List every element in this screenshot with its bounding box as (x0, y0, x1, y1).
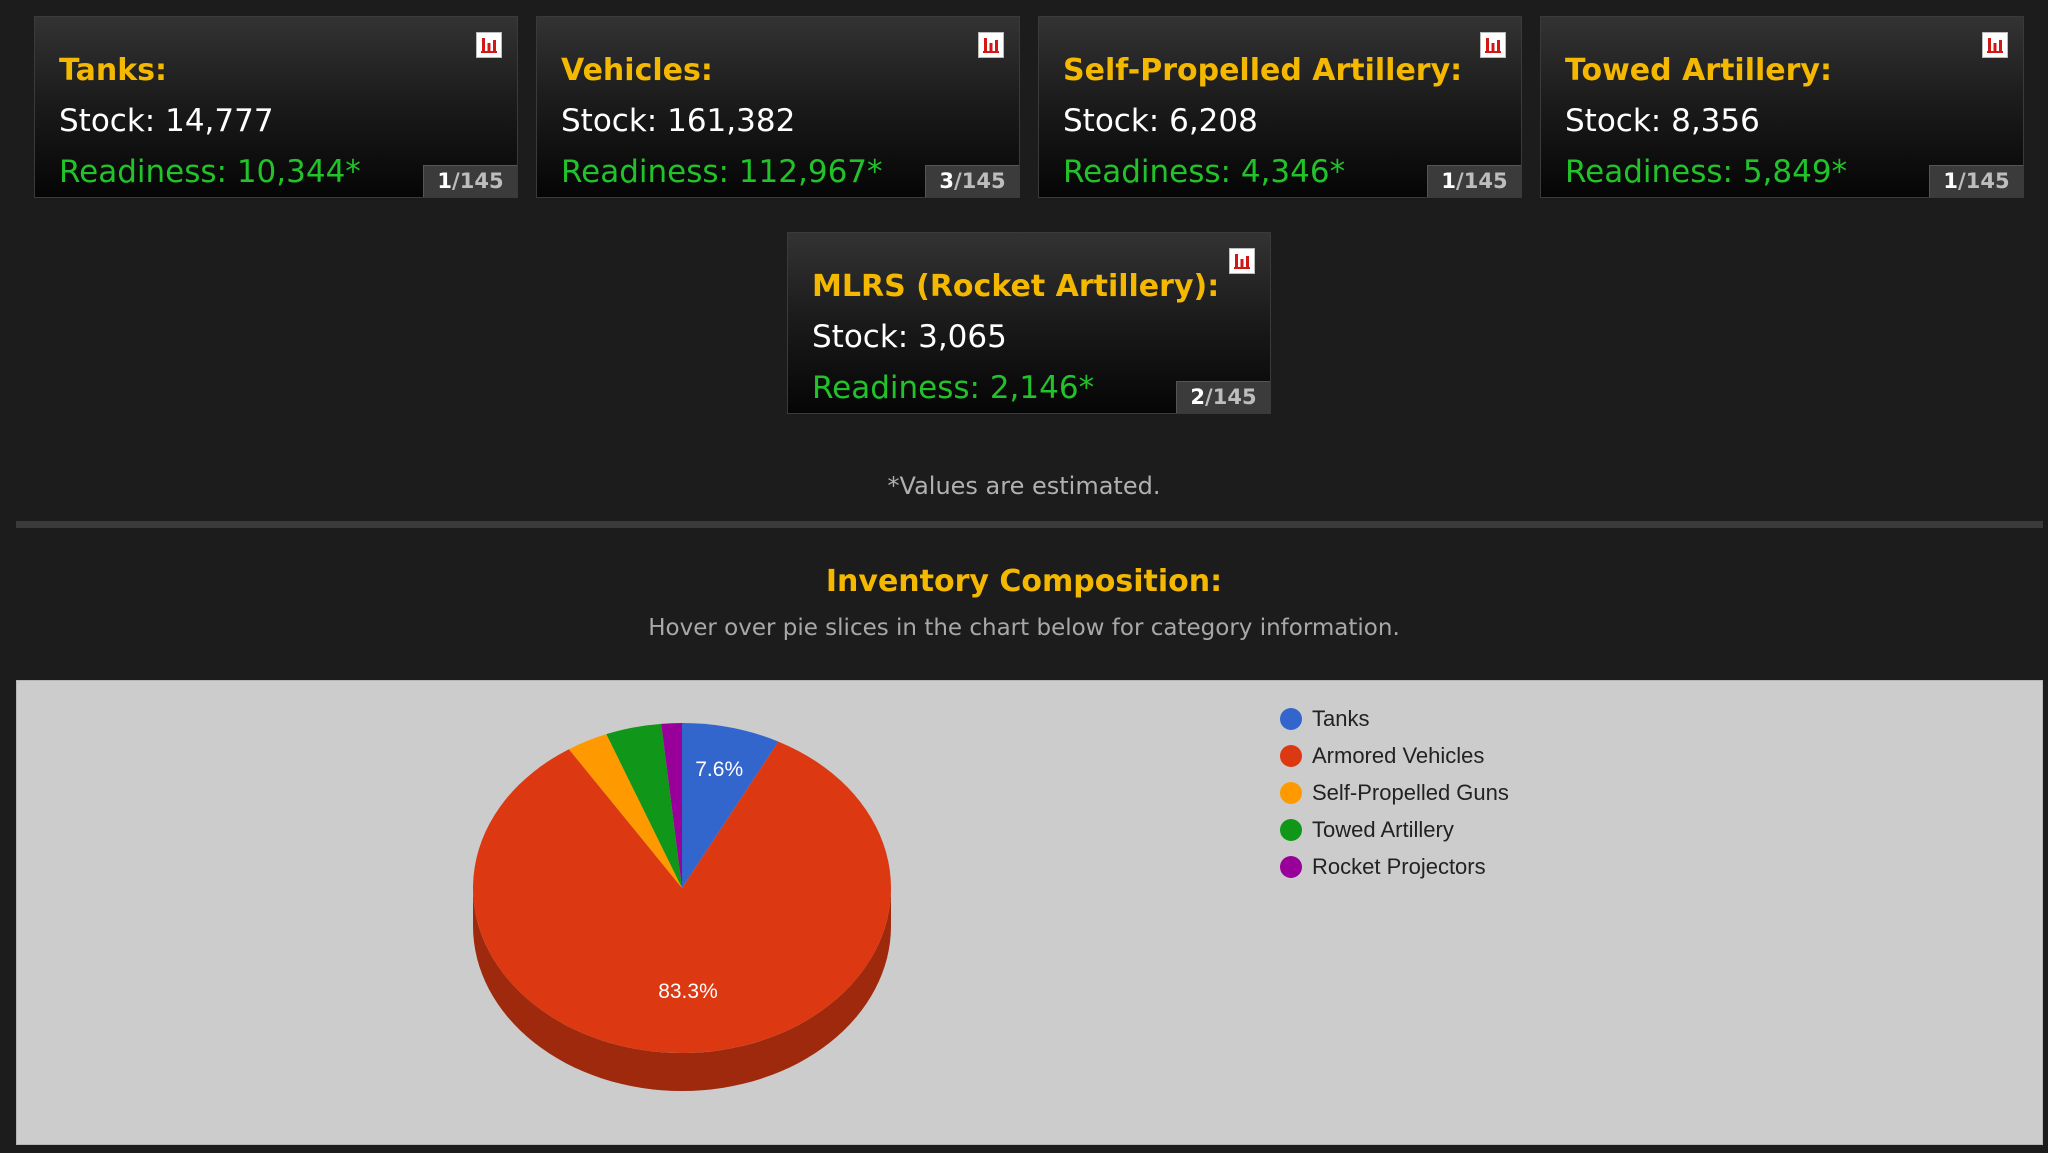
card-stock: Stock: 161,382 (561, 103, 796, 139)
chart-legend: Tanks Armored Vehicles Self-Propelled Gu… (1280, 700, 1509, 885)
legend-dot (1280, 781, 1302, 804)
legend-dot (1280, 818, 1302, 841)
towed-artillery-card: Towed Artillery: Stock: 8,356 Readiness:… (1540, 16, 2024, 198)
legend-item-towed-artillery[interactable]: Towed Artillery (1280, 811, 1509, 848)
legend-item-armored-vehicles[interactable]: Armored Vehicles (1280, 737, 1509, 774)
card-readiness: Readiness: 5,849* (1565, 154, 1848, 190)
section-divider (16, 521, 2043, 528)
legend-label: Tanks (1312, 705, 1370, 731)
rank-badge: 1/145 (423, 165, 517, 197)
rank-badge: 1/145 (1929, 165, 2023, 197)
card-stock: Stock: 3,065 (812, 319, 1007, 355)
card-readiness: Readiness: 112,967* (561, 154, 883, 190)
rank-badge: 1/145 (1427, 165, 1521, 197)
legend-label: Towed Artillery (1312, 816, 1454, 842)
bar-chart-icon[interactable] (1229, 248, 1255, 274)
section-subtitle: Hover over pie slices in the chart below… (648, 615, 1400, 641)
vehicles-card: Vehicles: Stock: 161,382 Readiness: 112,… (536, 16, 1020, 198)
card-title: MLRS (Rocket Artillery): (812, 269, 1220, 304)
self-propelled-artillery-card: Self-Propelled Artillery: Stock: 6,208 R… (1038, 16, 1522, 198)
legend-label: Armored Vehicles (1312, 742, 1485, 768)
card-title: Towed Artillery: (1565, 53, 1832, 88)
bar-chart-icon[interactable] (476, 32, 502, 58)
card-title: Self-Propelled Artillery: (1063, 53, 1463, 88)
legend-dot (1280, 744, 1302, 767)
legend-label: Rocket Projectors (1312, 853, 1486, 879)
legend-dot (1280, 707, 1302, 730)
legend-item-rocket-projectors[interactable]: Rocket Projectors (1280, 848, 1509, 885)
bar-chart-icon[interactable] (978, 32, 1004, 58)
estimate-note: *Values are estimated. (887, 472, 1161, 500)
tanks-card: Tanks: Stock: 14,777 Readiness: 10,344* … (34, 16, 518, 198)
section-title: Inventory Composition: (825, 564, 1223, 599)
mlrs-card: MLRS (Rocket Artillery): Stock: 3,065 Re… (787, 232, 1271, 414)
card-stock: Stock: 14,777 (59, 103, 274, 139)
rank-badge: 3/145 (925, 165, 1019, 197)
card-stock: Stock: 8,356 (1565, 103, 1760, 139)
legend-dot (1280, 855, 1302, 878)
legend-item-self-propelled-guns[interactable]: Self-Propelled Guns (1280, 774, 1509, 811)
card-readiness: Readiness: 2,146* (812, 370, 1095, 406)
bar-chart-icon[interactable] (1982, 32, 2008, 58)
legend-item-tanks[interactable]: Tanks (1280, 700, 1509, 737)
bar-chart-icon[interactable] (1480, 32, 1506, 58)
card-stock: Stock: 6,208 (1063, 103, 1258, 139)
card-title: Tanks: (59, 53, 168, 88)
rank-badge: 2/145 (1176, 381, 1270, 413)
card-readiness: Readiness: 10,344* (59, 154, 361, 190)
chart-panel (16, 680, 2043, 1145)
legend-label: Self-Propelled Guns (1312, 779, 1509, 805)
card-title: Vehicles: (561, 53, 713, 88)
card-readiness: Readiness: 4,346* (1063, 154, 1346, 190)
